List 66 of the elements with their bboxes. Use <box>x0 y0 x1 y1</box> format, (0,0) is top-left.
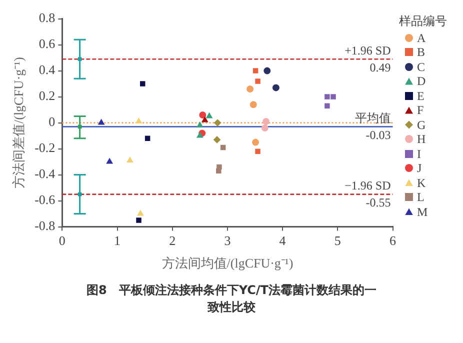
legend-label: I <box>417 146 421 161</box>
point <box>262 118 270 125</box>
y-tick-label: 0.4 <box>38 62 56 78</box>
x-tick-label: 3 <box>224 233 231 248</box>
point <box>137 210 144 216</box>
point <box>202 116 208 122</box>
ref-line-label: 平均值 -0.03 <box>354 110 391 142</box>
point <box>136 118 142 124</box>
legend-label: A <box>417 30 426 45</box>
point <box>126 157 134 162</box>
legend-label: E <box>417 88 424 103</box>
legend-label: L <box>417 190 424 204</box>
y-tick-label: 0.8 <box>38 10 56 26</box>
legend-label: M <box>417 204 428 219</box>
x-tick-label: 2 <box>169 233 176 248</box>
point <box>98 119 104 125</box>
x-tick-label: 6 <box>390 233 396 248</box>
point <box>140 81 146 86</box>
ref-line-label: −1.96 SD -0.55 <box>344 178 392 210</box>
legend-label: C <box>417 60 426 74</box>
y-tick-label: -0.8 <box>34 218 56 234</box>
x-axis-title: 方法间均值/(lgCFU·g⁻¹) <box>162 256 294 271</box>
y-tick-label: -0.4 <box>34 166 56 182</box>
point <box>196 122 204 128</box>
point <box>255 78 260 84</box>
caption: 图8 平板倾注法接种条件下YC/T法霉菌计数结果的一致性比较 <box>86 282 378 316</box>
point <box>252 138 260 146</box>
point <box>324 94 330 100</box>
point <box>220 144 226 150</box>
legend-label: B <box>417 45 426 60</box>
ref-line-label: +1.96 SD 0.49 <box>344 43 392 74</box>
point <box>213 136 220 144</box>
point <box>199 112 206 118</box>
point <box>246 86 254 92</box>
point <box>216 168 222 174</box>
x-tick-label: 0 <box>58 233 66 248</box>
legend-label: J <box>417 161 422 176</box>
x-tick-label: 1 <box>114 233 121 248</box>
point <box>330 94 336 100</box>
legend-label: K <box>417 176 426 190</box>
legend-title: 样品编号 <box>399 14 448 28</box>
y-tick-label: 0 <box>48 114 56 130</box>
y-tick-label: 0.2 <box>38 88 56 104</box>
y-tick-label: -0.6 <box>34 192 56 208</box>
y-axis-title: 方法间差值/(lgCFU·g⁻¹) <box>11 57 26 189</box>
legend-label: G <box>417 118 426 132</box>
legend-label: H <box>417 132 426 146</box>
point <box>196 132 204 138</box>
y-tick-label: -0.2 <box>34 140 56 156</box>
point <box>206 112 212 118</box>
point <box>261 124 268 132</box>
legend-label: F <box>417 103 424 118</box>
x-tick-label: 5 <box>334 233 341 248</box>
point <box>252 68 258 74</box>
point <box>272 84 280 92</box>
point <box>144 136 150 142</box>
point <box>106 158 113 164</box>
point <box>324 103 330 109</box>
point <box>264 67 271 74</box>
legend-label: D <box>417 74 426 88</box>
point <box>250 101 257 108</box>
y-tick-label: 0.6 <box>38 36 56 52</box>
x-tick-label: 4 <box>279 233 286 248</box>
point <box>136 218 142 223</box>
point <box>255 148 260 154</box>
point <box>214 119 222 126</box>
